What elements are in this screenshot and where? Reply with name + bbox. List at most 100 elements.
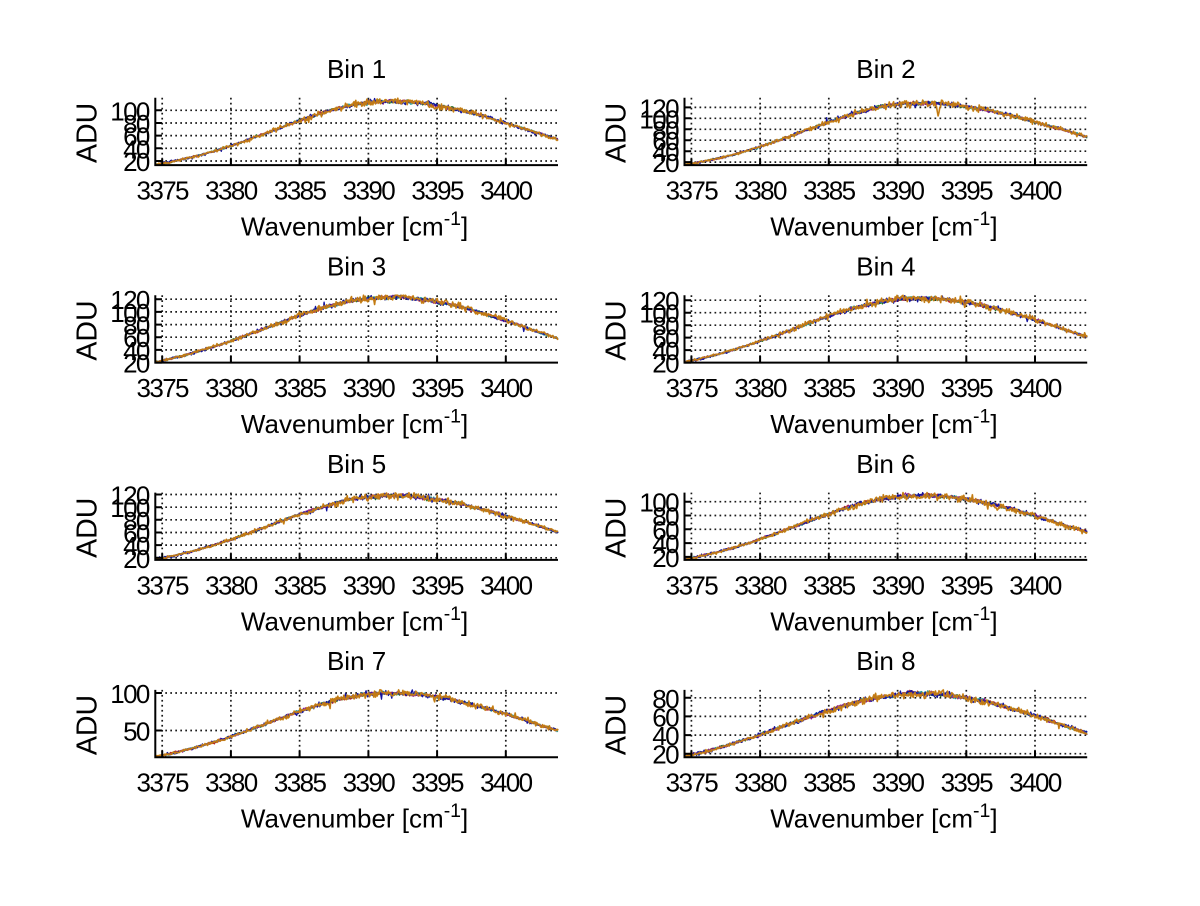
svg-text:80: 80 xyxy=(652,502,679,532)
svg-text:20: 20 xyxy=(652,543,679,573)
svg-text:Bin 8: Bin 8 xyxy=(856,646,915,676)
svg-text:100: 100 xyxy=(110,96,150,126)
svg-text:100: 100 xyxy=(110,679,150,709)
svg-text:100: 100 xyxy=(639,104,679,134)
svg-text:3385: 3385 xyxy=(274,768,327,798)
svg-text:120: 120 xyxy=(110,285,150,315)
svg-text:3390: 3390 xyxy=(343,373,396,403)
svg-text:60: 60 xyxy=(123,323,150,353)
svg-text:Wavenumber [cm-1]: Wavenumber [cm-1] xyxy=(241,603,468,637)
svg-text:3400: 3400 xyxy=(1009,176,1062,206)
svg-text:3395: 3395 xyxy=(411,176,464,206)
svg-text:Wavenumber [cm-1]: Wavenumber [cm-1] xyxy=(770,208,997,242)
svg-text:3395: 3395 xyxy=(941,373,994,403)
svg-text:120: 120 xyxy=(110,481,150,511)
svg-text:ADU: ADU xyxy=(601,498,633,558)
svg-text:3390: 3390 xyxy=(872,373,925,403)
svg-text:100: 100 xyxy=(110,298,150,328)
svg-text:120: 120 xyxy=(639,286,679,316)
svg-text:Wavenumber [cm-1]: Wavenumber [cm-1] xyxy=(770,406,997,440)
svg-text:3380: 3380 xyxy=(734,570,787,600)
svg-text:3385: 3385 xyxy=(803,570,856,600)
svg-text:120: 120 xyxy=(639,93,679,123)
svg-text:3385: 3385 xyxy=(803,373,856,403)
svg-text:3400: 3400 xyxy=(480,570,533,600)
svg-text:3385: 3385 xyxy=(803,768,856,798)
svg-text:3380: 3380 xyxy=(734,373,787,403)
svg-text:Wavenumber [cm-1]: Wavenumber [cm-1] xyxy=(241,406,468,440)
svg-text:3380: 3380 xyxy=(205,176,258,206)
svg-text:20: 20 xyxy=(652,740,679,770)
svg-text:3395: 3395 xyxy=(941,768,994,798)
svg-text:ADU: ADU xyxy=(71,300,103,360)
svg-text:60: 60 xyxy=(652,126,679,156)
svg-text:3400: 3400 xyxy=(1009,570,1062,600)
svg-text:80: 80 xyxy=(652,311,679,341)
svg-text:3380: 3380 xyxy=(205,373,258,403)
svg-text:3375: 3375 xyxy=(666,570,719,600)
svg-text:80: 80 xyxy=(652,684,679,714)
svg-text:Wavenumber [cm-1]: Wavenumber [cm-1] xyxy=(241,208,468,242)
svg-text:ADU: ADU xyxy=(71,498,103,558)
svg-text:40: 40 xyxy=(652,336,679,366)
svg-text:ADU: ADU xyxy=(601,695,633,755)
svg-text:3400: 3400 xyxy=(480,768,533,798)
svg-text:ADU: ADU xyxy=(601,103,633,163)
svg-text:Bin 5: Bin 5 xyxy=(327,449,386,479)
svg-text:50: 50 xyxy=(123,717,150,747)
svg-text:3385: 3385 xyxy=(803,176,856,206)
svg-text:20: 20 xyxy=(123,544,150,574)
svg-text:60: 60 xyxy=(652,702,679,732)
svg-text:40: 40 xyxy=(652,721,679,751)
svg-text:80: 80 xyxy=(652,115,679,145)
svg-text:60: 60 xyxy=(123,122,150,152)
svg-text:Bin 6: Bin 6 xyxy=(856,449,915,479)
svg-text:3380: 3380 xyxy=(205,768,258,798)
svg-text:3375: 3375 xyxy=(666,768,719,798)
svg-text:80: 80 xyxy=(123,506,150,536)
svg-text:20: 20 xyxy=(123,349,150,379)
svg-text:3375: 3375 xyxy=(136,768,189,798)
svg-text:3390: 3390 xyxy=(343,768,396,798)
svg-text:20: 20 xyxy=(652,349,679,379)
svg-text:3395: 3395 xyxy=(411,570,464,600)
svg-text:3375: 3375 xyxy=(666,176,719,206)
svg-text:40: 40 xyxy=(123,134,150,164)
svg-text:20: 20 xyxy=(123,147,150,177)
svg-text:Bin 7: Bin 7 xyxy=(327,646,386,676)
svg-text:Wavenumber [cm-1]: Wavenumber [cm-1] xyxy=(770,603,997,637)
svg-text:3400: 3400 xyxy=(480,373,533,403)
svg-text:ADU: ADU xyxy=(601,300,633,360)
svg-text:Bin 1: Bin 1 xyxy=(327,54,386,84)
svg-text:3375: 3375 xyxy=(136,373,189,403)
svg-text:40: 40 xyxy=(123,336,150,366)
svg-text:Wavenumber [cm-1]: Wavenumber [cm-1] xyxy=(770,800,997,834)
svg-text:100: 100 xyxy=(639,488,679,518)
svg-text:Wavenumber [cm-1]: Wavenumber [cm-1] xyxy=(241,800,468,834)
svg-text:ADU: ADU xyxy=(71,103,103,163)
svg-text:3380: 3380 xyxy=(734,176,787,206)
svg-text:3375: 3375 xyxy=(136,570,189,600)
svg-text:3400: 3400 xyxy=(1009,768,1062,798)
svg-text:3385: 3385 xyxy=(274,176,327,206)
svg-text:3390: 3390 xyxy=(343,570,396,600)
svg-text:60: 60 xyxy=(652,324,679,354)
svg-text:3375: 3375 xyxy=(666,373,719,403)
svg-text:Bin 3: Bin 3 xyxy=(327,252,386,282)
svg-text:40: 40 xyxy=(123,531,150,561)
svg-text:3395: 3395 xyxy=(941,176,994,206)
svg-text:60: 60 xyxy=(123,519,150,549)
svg-text:60: 60 xyxy=(652,515,679,545)
svg-text:3385: 3385 xyxy=(274,373,327,403)
svg-text:40: 40 xyxy=(652,137,679,167)
svg-text:3395: 3395 xyxy=(411,768,464,798)
svg-text:Bin 4: Bin 4 xyxy=(856,252,915,282)
svg-text:3380: 3380 xyxy=(205,570,258,600)
svg-text:3380: 3380 xyxy=(734,768,787,798)
svg-text:3390: 3390 xyxy=(872,176,925,206)
svg-text:3400: 3400 xyxy=(480,176,533,206)
svg-text:80: 80 xyxy=(123,311,150,341)
svg-text:3400: 3400 xyxy=(1009,373,1062,403)
svg-text:ADU: ADU xyxy=(71,695,103,755)
svg-text:100: 100 xyxy=(639,299,679,329)
